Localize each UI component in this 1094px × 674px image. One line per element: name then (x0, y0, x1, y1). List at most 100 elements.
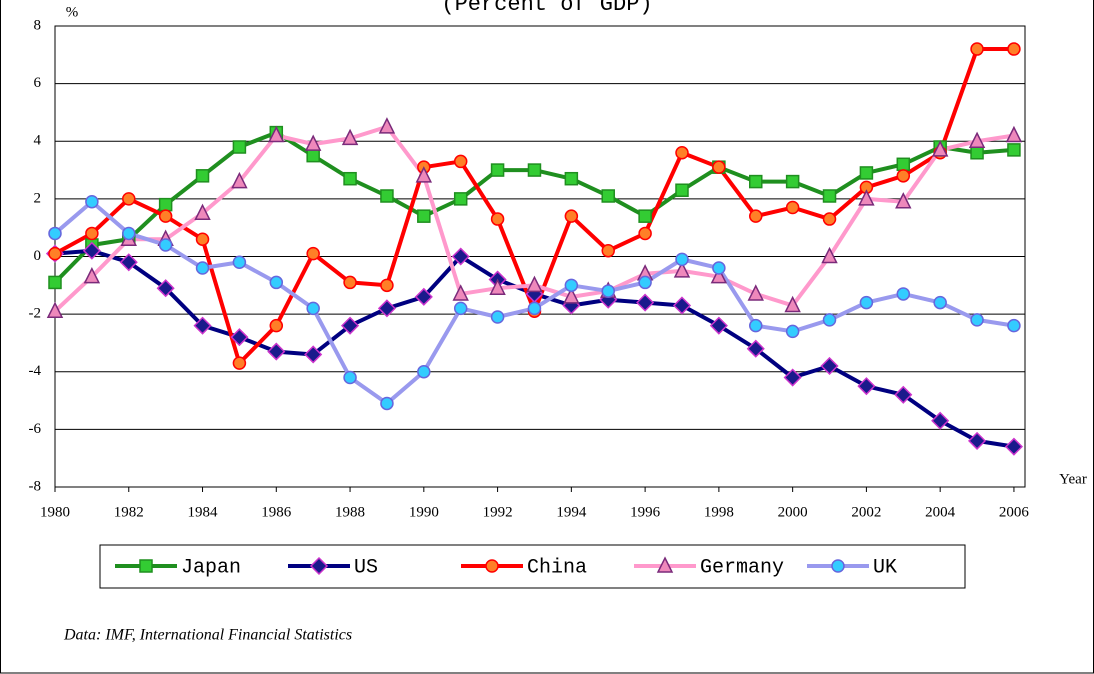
marker (894, 385, 913, 404)
marker (46, 301, 64, 318)
marker (831, 559, 845, 573)
legend-label: China (527, 556, 587, 579)
y-tick-label: 8 (34, 17, 42, 33)
marker (601, 284, 615, 298)
y-tick-label: 2 (34, 190, 42, 206)
y-tick-label: -4 (29, 363, 42, 379)
marker (231, 171, 248, 189)
marker (195, 232, 210, 246)
marker (380, 396, 394, 411)
marker (527, 163, 542, 177)
marker (563, 287, 580, 304)
marker (820, 356, 839, 376)
marker (414, 287, 433, 306)
marker (1005, 125, 1023, 143)
marker (822, 313, 837, 327)
marker (48, 226, 62, 241)
marker (896, 157, 911, 172)
legend (99, 544, 966, 589)
marker (783, 368, 802, 387)
marker (675, 146, 689, 160)
marker (822, 189, 837, 203)
x-tick-label: 1986 (261, 504, 292, 520)
marker (821, 246, 838, 264)
marker (306, 148, 320, 163)
marker (490, 163, 505, 177)
marker (156, 279, 175, 298)
x-tick-label: 1984 (188, 504, 219, 520)
marker (673, 261, 691, 278)
y-tick-label: -8 (29, 478, 42, 494)
marker (232, 356, 247, 370)
series-line (53, 130, 1015, 284)
marker (858, 189, 875, 206)
marker (822, 212, 837, 226)
marker (785, 324, 800, 339)
marker (710, 266, 728, 284)
y-tick-label: -6 (29, 421, 42, 437)
y-tick-label: 6 (34, 75, 42, 91)
x-tick-label: 1990 (409, 504, 439, 520)
marker (601, 189, 615, 203)
marker (970, 146, 984, 160)
marker (415, 166, 433, 183)
marker (490, 310, 505, 324)
y-tick-label: -2 (29, 306, 42, 322)
legend-label: UK (873, 556, 897, 579)
marker (931, 411, 950, 430)
marker (304, 345, 323, 364)
x-tick-label: 2006 (999, 504, 1030, 520)
marker (526, 275, 543, 293)
marker (122, 192, 136, 206)
marker (490, 212, 505, 226)
marker (232, 255, 247, 270)
marker (749, 209, 763, 223)
marker (378, 117, 396, 134)
marker (601, 243, 615, 258)
marker (269, 275, 284, 290)
marker (712, 160, 726, 174)
x-tick-label: 1996 (630, 504, 661, 520)
x-axis-label: Year (1059, 471, 1087, 487)
x-tick-label: 2004 (925, 504, 956, 520)
marker (452, 284, 469, 301)
marker (82, 241, 101, 260)
legend-label: Japan (181, 556, 241, 579)
marker (895, 192, 912, 209)
marker (85, 195, 99, 209)
marker (638, 226, 652, 241)
marker (306, 246, 320, 261)
marker (341, 128, 359, 146)
y-tick-label: 4 (34, 133, 42, 149)
marker (712, 261, 726, 275)
marker (638, 275, 652, 290)
marker (968, 131, 986, 148)
marker (749, 174, 763, 189)
marker (158, 238, 173, 252)
marker (193, 316, 212, 335)
y-axis-label: % (66, 4, 79, 20)
marker (119, 253, 138, 272)
marker (380, 278, 394, 293)
marker (230, 328, 249, 347)
marker (343, 275, 357, 290)
legend-label: US (354, 556, 378, 579)
marker (746, 339, 765, 358)
marker (1004, 437, 1023, 456)
marker (564, 278, 579, 293)
marker (1007, 42, 1021, 56)
x-tick-label: 1980 (40, 504, 70, 520)
marker (267, 342, 286, 361)
marker (970, 313, 984, 327)
marker (453, 301, 468, 316)
x-tick-label: 1988 (335, 504, 365, 520)
marker (85, 226, 99, 241)
marker (656, 556, 674, 573)
x-tick-label: 2000 (778, 504, 808, 520)
marker (139, 559, 153, 573)
x-tick-label: 1994 (556, 504, 587, 520)
source-note: Data: IMF, International Financial Stati… (63, 627, 352, 644)
marker (122, 226, 136, 241)
marker (309, 556, 329, 576)
